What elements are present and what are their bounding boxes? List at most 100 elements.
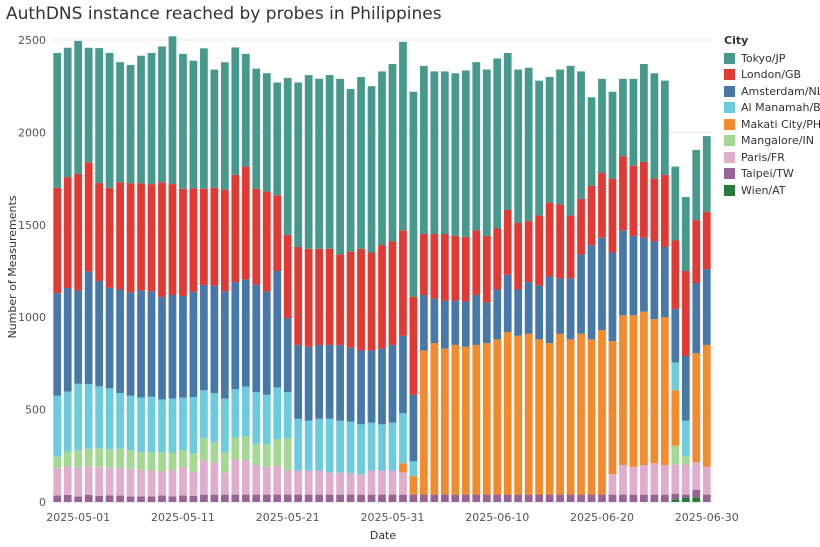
bar-segment-makati-city-ph[interactable] <box>660 317 669 466</box>
bar-segment-makati-city-ph[interactable] <box>524 333 533 495</box>
bar-segment-taipei-tw[interactable] <box>105 495 114 502</box>
bar-segment-paris-fr[interactable] <box>367 470 376 495</box>
bar-segment-mangalore-in[interactable] <box>273 439 282 466</box>
legend-item-wien-at[interactable]: Wien/AT <box>724 182 820 199</box>
bar-segment-taipei-tw[interactable] <box>598 494 606 502</box>
bar-segment-makati-city-ph[interactable] <box>461 346 470 495</box>
bar-segment-tokyo-jp[interactable] <box>388 64 397 242</box>
bar-segment-paris-fr[interactable] <box>84 466 93 495</box>
bar-segment-taipei-tw[interactable] <box>503 494 512 502</box>
bar-segment-taipei-tw[interactable] <box>346 494 355 502</box>
bar-segment-amsterdam-nl[interactable] <box>702 269 711 345</box>
bar-segment-london-gb[interactable] <box>587 185 596 246</box>
bar-segment-al-manamah-bh[interactable] <box>304 420 313 471</box>
bar-segment-amsterdam-nl[interactable] <box>179 295 187 398</box>
bar-segment-tokyo-jp[interactable] <box>472 62 481 231</box>
bar-segment-london-gb[interactable] <box>702 211 711 270</box>
bar-segment-paris-fr[interactable] <box>304 470 313 495</box>
bar-segment-al-manamah-bh[interactable] <box>399 413 407 464</box>
bar-segment-amsterdam-nl[interactable] <box>598 237 606 331</box>
bar-segment-amsterdam-nl[interactable] <box>451 300 460 345</box>
bar-segment-amsterdam-nl[interactable] <box>514 289 523 336</box>
bar-segment-amsterdam-nl[interactable] <box>346 347 355 422</box>
bar-segment-taipei-tw[interactable] <box>84 494 93 502</box>
bar-segment-amsterdam-nl[interactable] <box>681 356 690 421</box>
bar-segment-amsterdam-nl[interactable] <box>556 278 564 334</box>
bar-segment-al-manamah-bh[interactable] <box>63 391 72 452</box>
bar-segment-taipei-tw[interactable] <box>179 495 187 502</box>
bar-segment-taipei-tw[interactable] <box>535 494 544 502</box>
bar-segment-amsterdam-nl[interactable] <box>535 285 544 340</box>
bar-segment-amsterdam-nl[interactable] <box>168 295 177 399</box>
bar-segment-makati-city-ph[interactable] <box>702 344 711 467</box>
bar-segment-tokyo-jp[interactable] <box>420 65 428 235</box>
bar-segment-london-gb[interactable] <box>367 252 376 351</box>
bar-segment-al-manamah-bh[interactable] <box>137 397 145 453</box>
bar-segment-mangalore-in[interactable] <box>147 452 156 471</box>
bar-segment-amsterdam-nl[interactable] <box>399 335 407 414</box>
bar-segment-makati-city-ph[interactable] <box>566 339 575 495</box>
bar-segment-mangalore-in[interactable] <box>74 450 83 468</box>
legend-item-amsterdam-nl[interactable]: Amsterdam/NL <box>724 83 820 100</box>
bar-segment-tokyo-jp[interactable] <box>325 75 334 249</box>
bar-segment-paris-fr[interactable] <box>388 470 397 495</box>
bar-segment-amsterdam-nl[interactable] <box>84 271 93 385</box>
bar-segment-amsterdam-nl[interactable] <box>587 245 596 340</box>
bar-segment-amsterdam-nl[interactable] <box>629 235 638 316</box>
bar-segment-taipei-tw[interactable] <box>671 493 680 500</box>
bar-segment-london-gb[interactable] <box>493 228 502 290</box>
bar-segment-taipei-tw[interactable] <box>482 494 491 502</box>
bar-segment-paris-fr[interactable] <box>346 473 355 495</box>
bar-segment-london-gb[interactable] <box>440 234 449 301</box>
bar-segment-tokyo-jp[interactable] <box>252 68 261 189</box>
bar-segment-tokyo-jp[interactable] <box>566 65 575 216</box>
bar-segment-taipei-tw[interactable] <box>577 494 585 502</box>
bar-segment-amsterdam-nl[interactable] <box>493 289 502 340</box>
bar-segment-mangalore-in[interactable] <box>220 452 229 473</box>
bar-segment-mangalore-in[interactable] <box>179 450 187 467</box>
bar-segment-amsterdam-nl[interactable] <box>545 276 554 344</box>
legend-item-taipei-tw[interactable]: Taipei/TW <box>724 166 820 183</box>
bar-segment-paris-fr[interactable] <box>179 466 187 496</box>
bar-segment-tokyo-jp[interactable] <box>262 73 271 192</box>
bar-segment-london-gb[interactable] <box>294 246 303 345</box>
bar-segment-makati-city-ph[interactable] <box>503 331 512 495</box>
bar-segment-taipei-tw[interactable] <box>378 494 386 502</box>
bar-segment-tokyo-jp[interactable] <box>357 76 365 249</box>
bar-segment-mangalore-in[interactable] <box>105 449 114 468</box>
bar-segment-london-gb[interactable] <box>304 248 313 347</box>
bar-segment-london-gb[interactable] <box>357 248 365 351</box>
bar-segment-mangalore-in[interactable] <box>116 448 124 468</box>
bar-segment-tokyo-jp[interactable] <box>545 76 554 203</box>
bar-segment-al-manamah-bh[interactable] <box>367 422 376 471</box>
bar-segment-taipei-tw[interactable] <box>200 494 208 502</box>
bar-segment-tokyo-jp[interactable] <box>53 52 62 188</box>
bar-segment-london-gb[interactable] <box>336 254 344 345</box>
bar-segment-wien-at[interactable] <box>692 497 701 502</box>
bar-segment-al-manamah-bh[interactable] <box>378 424 386 471</box>
bar-segment-mangalore-in[interactable] <box>137 452 145 470</box>
bar-segment-london-gb[interactable] <box>179 188 187 296</box>
bar-segment-taipei-tw[interactable] <box>189 495 198 502</box>
bar-segment-paris-fr[interactable] <box>147 470 156 497</box>
bar-segment-amsterdam-nl[interactable] <box>273 271 282 388</box>
bar-segment-tokyo-jp[interactable] <box>220 62 229 190</box>
bar-segment-paris-fr[interactable] <box>63 466 72 495</box>
bar-segment-tokyo-jp[interactable] <box>608 91 617 179</box>
legend-item-london-gb[interactable]: London/GB <box>724 67 820 84</box>
bar-segment-paris-fr[interactable] <box>681 465 690 495</box>
bar-segment-tokyo-jp[interactable] <box>210 69 219 188</box>
bar-segment-mangalore-in[interactable] <box>168 453 177 470</box>
bar-segment-taipei-tw[interactable] <box>388 494 397 502</box>
bar-segment-taipei-tw[interactable] <box>283 494 292 502</box>
bar-segment-mangalore-in[interactable] <box>681 455 690 466</box>
bar-segment-tokyo-jp[interactable] <box>629 78 638 166</box>
bar-segment-paris-fr[interactable] <box>231 459 240 495</box>
bar-segment-london-gb[interactable] <box>315 248 324 345</box>
bar-segment-mangalore-in[interactable] <box>53 456 62 468</box>
bar-segment-paris-fr[interactable] <box>608 474 617 495</box>
bar-segment-london-gb[interactable] <box>273 195 282 271</box>
bar-segment-london-gb[interactable] <box>105 187 114 288</box>
bar-segment-tokyo-jp[interactable] <box>556 69 564 205</box>
bar-segment-makati-city-ph[interactable] <box>493 339 502 495</box>
